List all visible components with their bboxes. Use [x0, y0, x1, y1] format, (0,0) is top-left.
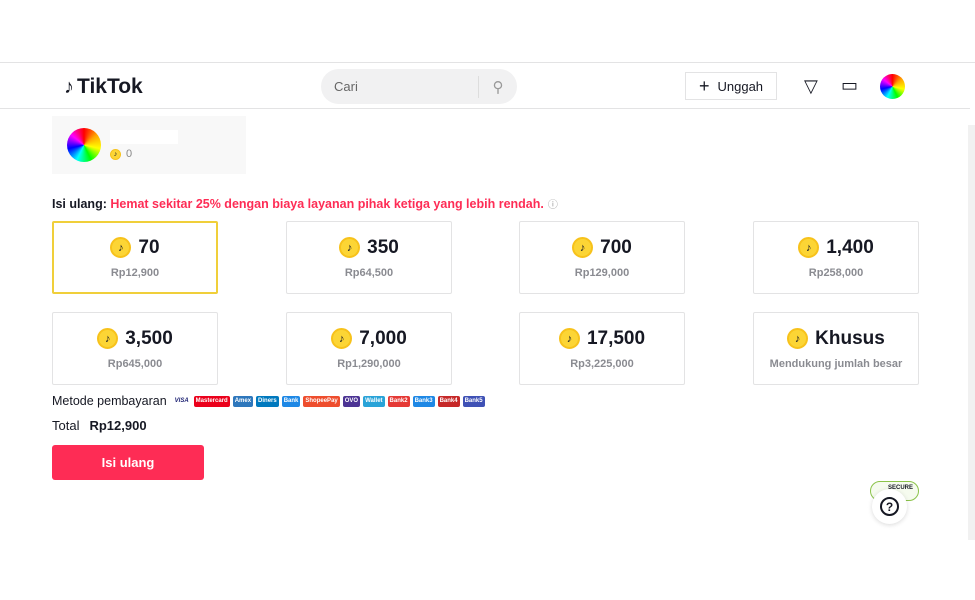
- plus-icon: +: [698, 75, 710, 96]
- top-divider: [0, 62, 975, 63]
- coin-amount: ♪ Khusus: [787, 328, 885, 350]
- coin-amount: ♪ 1,400: [798, 237, 874, 259]
- coin-icon: ♪: [110, 148, 121, 160]
- coin-icon: ♪: [572, 237, 594, 258]
- coin-count: Khusus: [815, 327, 885, 349]
- help-button[interactable]: ?: [872, 489, 907, 524]
- bank3-logo: Bank3: [412, 395, 435, 407]
- search-input[interactable]: Cari: [334, 79, 358, 94]
- coin-count: 700: [600, 236, 632, 258]
- package-price: Rp258,000: [808, 266, 864, 279]
- messages-icon[interactable]: ▭: [841, 75, 859, 95]
- bank5-logo: Bank5: [462, 395, 485, 407]
- search-divider: [478, 75, 479, 98]
- payment-label: Metode pembayaran: [52, 394, 167, 408]
- logo-text: TikTok: [77, 75, 143, 98]
- coin-package-card[interactable]: ♪ 3,500 Rp645,000: [52, 312, 218, 385]
- payment-methods: Metode pembayaran VISA Mastercard Amex D…: [52, 394, 485, 408]
- bank4-logo: Bank4: [437, 395, 460, 407]
- coin-balance: ♪ 0: [110, 148, 132, 160]
- info-icon[interactable]: ⓘ: [547, 200, 558, 211]
- visa-logo: VISA: [172, 395, 191, 407]
- coin-amount: ♪ 3,500: [97, 328, 173, 350]
- coin-icon: ♪: [331, 328, 353, 349]
- user-avatar[interactable]: [880, 74, 905, 99]
- coin-amount: ♪ 70: [110, 236, 160, 259]
- coin-package-card[interactable]: ♪ 70 Rp12,900: [52, 221, 218, 294]
- upload-button[interactable]: + Unggah: [685, 72, 777, 100]
- shopeepay-logo: ShopeePay: [303, 395, 340, 407]
- package-price: Rp12,900: [110, 266, 160, 279]
- tiktok-note-icon: ♪: [64, 75, 74, 98]
- coin-count: 17,500: [586, 327, 646, 349]
- package-price: Rp64,500: [344, 266, 394, 279]
- total-value: Rp12,900: [89, 418, 147, 433]
- coin-amount: ♪ 7,000: [331, 328, 407, 350]
- coin-package-card[interactable]: ♪ 1,400 Rp258,000: [753, 221, 919, 294]
- coin-package-card[interactable]: ♪ 700 Rp129,000: [519, 221, 685, 294]
- package-price: Rp129,000: [574, 266, 630, 279]
- scrollbar[interactable]: [968, 125, 975, 540]
- inbox-send-icon[interactable]: ▽: [804, 76, 818, 96]
- coin-amount: ♪ 700: [572, 237, 632, 259]
- coin-count: 3,500: [125, 327, 173, 349]
- header: ♪ TikTok Cari ⚲ + Unggah ▽ ▭: [0, 63, 970, 109]
- coin-count: 350: [367, 236, 399, 258]
- wallet-logo: Wallet: [363, 395, 385, 407]
- diners-logo: Diners: [256, 395, 279, 407]
- help-icon: ?: [880, 497, 899, 516]
- total-label: Total: [52, 418, 80, 433]
- package-price: Rp1,290,000: [337, 357, 401, 370]
- package-price: Rp645,000: [107, 357, 163, 370]
- recharge-button[interactable]: Isi ulang: [52, 445, 204, 480]
- package-price: Rp3,225,000: [570, 357, 634, 370]
- coin-package-card[interactable]: ♪ Khusus Mendukung jumlah besar: [753, 312, 919, 385]
- coin-icon: ♪: [558, 328, 580, 349]
- coin-count: 1,400: [826, 236, 874, 258]
- promo-label: Isi ulang:: [52, 197, 107, 211]
- coin-icon: ♪: [339, 237, 361, 258]
- total: Total Rp12,900: [52, 418, 147, 433]
- ovo-logo: OVO: [342, 395, 361, 407]
- coin-package-card[interactable]: ♪ 7,000 Rp1,290,000: [286, 312, 452, 385]
- coin-count: 70: [138, 236, 160, 258]
- coin-count: 7,000: [359, 327, 407, 349]
- profile-avatar: [67, 128, 101, 162]
- coin-icon: ♪: [97, 328, 119, 349]
- coin-amount: ♪ 350: [339, 237, 399, 259]
- promo-text: Isi ulang: Hemat sekitar 25% dengan biay…: [52, 196, 558, 211]
- coin-package-card[interactable]: ♪ 350 Rp64,500: [286, 221, 452, 294]
- coin-amount: ♪ 17,500: [558, 327, 646, 350]
- amex-logo: Amex: [232, 395, 254, 407]
- coin-icon: ♪: [787, 328, 809, 349]
- coin-icon: ♪: [798, 237, 820, 258]
- coin-icon: ♪: [110, 237, 132, 258]
- tiktok-logo[interactable]: ♪ TikTok: [64, 75, 143, 99]
- bank2-logo: Bank2: [387, 395, 410, 407]
- payment-logos: VISA Mastercard Amex Diners Bank ShopeeP…: [172, 395, 485, 407]
- mastercard-logo: Mastercard: [193, 395, 230, 407]
- coin-package-card[interactable]: ♪ 17,500 Rp3,225,000: [519, 312, 685, 385]
- search-bar[interactable]: Cari ⚲: [321, 69, 517, 104]
- bank-logo: Bank: [281, 395, 301, 407]
- profile-name-hidden: [110, 130, 178, 144]
- promo-message: Hemat sekitar 25% dengan biaya layanan p…: [110, 197, 544, 211]
- upload-label: Unggah: [717, 78, 764, 94]
- balance-value: 0: [126, 148, 133, 160]
- package-price: Mendukung jumlah besar: [769, 357, 903, 370]
- search-icon[interactable]: ⚲: [492, 78, 504, 96]
- profile-card: ♪ 0: [52, 116, 246, 174]
